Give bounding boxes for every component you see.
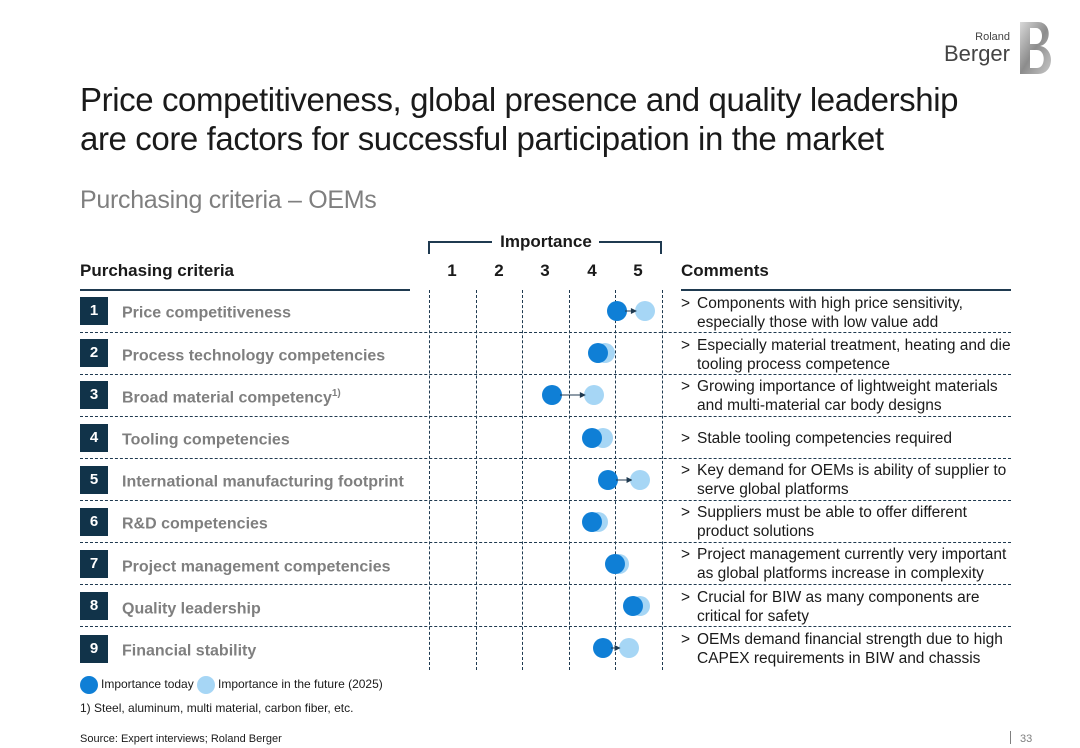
row-number: 8: [80, 592, 108, 620]
future-importance-dot: [634, 301, 655, 321]
comment: > Suppliers must be able to offer differe…: [681, 504, 967, 540]
today-importance-dot: [588, 343, 609, 363]
row-separator: [80, 542, 1011, 543]
row-separator: [80, 500, 1011, 501]
importance-bracket: [428, 241, 662, 254]
row-separator: [80, 584, 1011, 585]
scale-label: 2: [494, 261, 504, 280]
criterion-label: Tooling competencies: [122, 431, 290, 449]
row-number: 2: [80, 339, 108, 367]
row-number: 4: [80, 424, 108, 452]
row-number: 1: [80, 297, 108, 325]
grid-line: [522, 290, 523, 670]
comment: > Stable tooling competencies required: [681, 430, 953, 447]
importance-header: Importance: [500, 232, 592, 251]
comment: > Especially material treatment, heating …: [681, 337, 1011, 373]
today-importance-dot: [541, 385, 562, 405]
row-number: 3: [80, 381, 108, 409]
today-importance-dot: [607, 301, 628, 321]
today-importance-dot: [597, 470, 618, 490]
criterion-label: Price competitiveness: [122, 304, 291, 322]
criterion-label: Financial stability: [122, 642, 257, 660]
grid-line: [569, 290, 570, 670]
criterion-label: R&D competencies: [122, 515, 268, 533]
row-separator: [80, 458, 1011, 459]
scale-label: 4: [587, 261, 597, 280]
page-subtitle: Purchasing criteria – OEMs: [80, 186, 377, 214]
comments-header: Comments: [681, 261, 769, 280]
change-arrow-icon: [559, 392, 586, 398]
row-separator: [80, 626, 1011, 627]
grid-line: [476, 290, 477, 670]
legend-future-swatch: [197, 676, 215, 694]
criterion-label: Quality leadership: [122, 600, 261, 618]
legend-today-swatch: [80, 676, 98, 694]
legend-today-label: Importance today: [101, 677, 194, 691]
row-number: 6: [80, 508, 108, 536]
row-number: 5: [80, 466, 108, 494]
change-arrow-icon: [615, 477, 633, 483]
criterion-label: Project management competencies: [122, 558, 391, 576]
page-number: 33: [1020, 733, 1033, 745]
row-separator: [80, 332, 1011, 333]
legend-future-label: Importance in the future (2025): [218, 677, 383, 691]
criterion-label: Process technology competencies: [122, 347, 386, 365]
brand-line2: Berger: [943, 41, 1010, 66]
header-rule: [80, 289, 410, 291]
scale-label: 5: [633, 261, 643, 280]
page-divider: [1010, 731, 1011, 744]
scale-label: 3: [540, 261, 550, 280]
criterion-label: International manufacturing footprint: [122, 473, 404, 491]
source-note: Source: Expert interviews; Roland Berger: [80, 733, 282, 745]
row-separator: [80, 374, 1011, 375]
today-importance-dot: [581, 428, 602, 448]
comment: > Crucial for BIW as many components are …: [681, 589, 980, 625]
page-title: Price competitiveness, global presence a…: [80, 81, 959, 157]
comment: > Components with high price sensitivity,…: [681, 295, 963, 331]
comment: > Growing importance of lightweight mater…: [681, 378, 998, 414]
comment: > OEMs demand financial strength due to h…: [681, 631, 1003, 667]
row-number: 7: [80, 550, 108, 578]
row-separator: [80, 416, 1011, 417]
grid-line: [429, 290, 430, 670]
brand-logo-icon: [1020, 22, 1052, 74]
change-arrow-icon: [625, 308, 637, 314]
criterion-label: Broad material competency1): [122, 388, 341, 407]
row-number: 9: [80, 635, 108, 663]
grid-line: [662, 290, 663, 670]
future-importance-dot: [583, 385, 604, 405]
scale-label: 1: [447, 261, 457, 280]
footnote: 1) Steel, aluminum, multi material, carb…: [80, 701, 354, 715]
comment: > Key demand for OEMs is ability of suppl…: [681, 462, 1007, 498]
today-importance-dot: [593, 638, 614, 658]
today-importance-dot: [581, 512, 602, 532]
header-rule: [681, 289, 1011, 291]
future-importance-dot: [618, 638, 639, 658]
brand-line1: Roland: [975, 31, 1010, 43]
brand-logo-text: Roland Berger: [944, 32, 1010, 65]
today-importance-dot: [604, 554, 625, 574]
change-arrow-icon: [611, 645, 621, 651]
future-importance-dot: [630, 470, 651, 490]
criteria-header: Purchasing criteria: [80, 261, 235, 280]
comment: > Project management currently very impor…: [681, 546, 1007, 582]
today-importance-dot: [623, 596, 644, 616]
